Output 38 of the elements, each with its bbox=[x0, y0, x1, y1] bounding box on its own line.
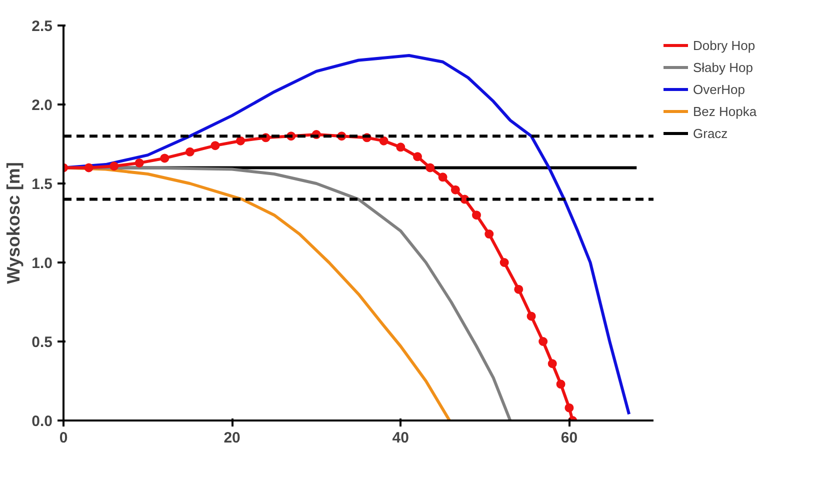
y-tick-label: 2.0 bbox=[32, 97, 53, 114]
point bbox=[564, 403, 574, 412]
point bbox=[185, 147, 194, 156]
point bbox=[538, 337, 548, 346]
point bbox=[210, 141, 220, 150]
point bbox=[514, 284, 524, 294]
point bbox=[413, 152, 422, 162]
point bbox=[396, 142, 406, 152]
y-tick-label: 2.5 bbox=[32, 18, 53, 35]
point bbox=[160, 154, 170, 163]
point bbox=[500, 258, 509, 267]
y-tick-label: 0.0 bbox=[32, 413, 53, 430]
legend-label: Gracz bbox=[693, 126, 728, 140]
y-tick-label: 1.5 bbox=[32, 176, 53, 193]
point bbox=[556, 380, 566, 389]
point bbox=[472, 210, 481, 220]
x-tick-label: 0 bbox=[59, 430, 68, 446]
point bbox=[426, 163, 435, 172]
point bbox=[548, 359, 557, 368]
legend-label: Słaby Hop bbox=[693, 60, 753, 74]
point bbox=[236, 136, 245, 146]
point bbox=[379, 136, 388, 146]
y-tick-label: 1.0 bbox=[32, 255, 53, 272]
legend-label: Dobry Hop bbox=[693, 38, 756, 52]
point bbox=[526, 312, 536, 321]
legend-label: Bez Hopka bbox=[693, 104, 757, 118]
point bbox=[438, 172, 448, 182]
point bbox=[84, 163, 94, 172]
x-tick-label: 20 bbox=[224, 430, 240, 446]
point bbox=[110, 162, 119, 171]
point bbox=[134, 158, 144, 168]
legend-label: OverHop bbox=[693, 82, 746, 96]
y-tick-label: 0.5 bbox=[32, 334, 53, 351]
point bbox=[484, 230, 494, 239]
point bbox=[450, 185, 460, 194]
x-tick-label: 60 bbox=[560, 430, 578, 446]
y-axis-title: Wysokosc [m] bbox=[4, 162, 24, 284]
x-tick-label: 40 bbox=[392, 430, 409, 446]
